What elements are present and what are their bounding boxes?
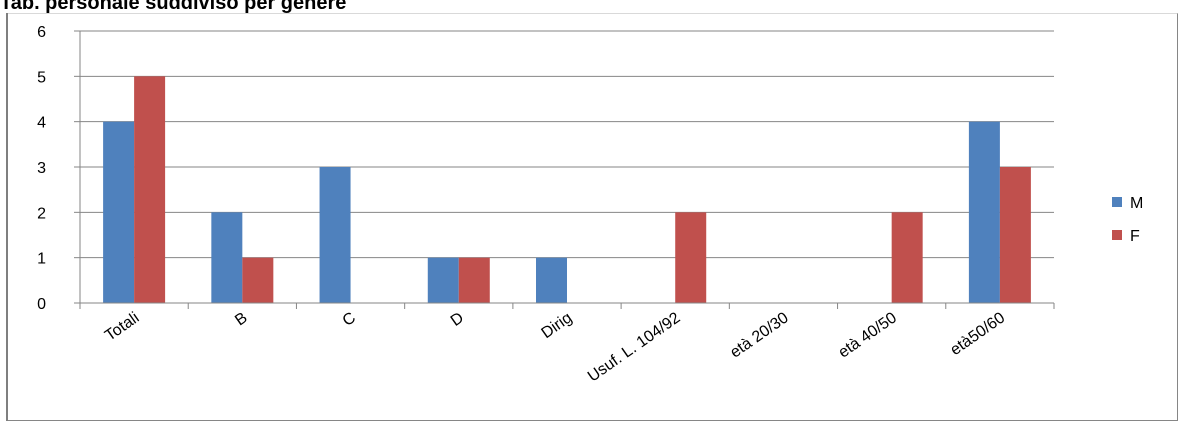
- bar-m-4: [536, 257, 567, 303]
- bar-m-2: [319, 167, 351, 303]
- y-tick-label: 2: [37, 205, 46, 222]
- y-tick-labels: 0 1 2 3 4 5 6: [37, 24, 46, 313]
- x-category-label: Dirig: [539, 309, 576, 342]
- y-tick-label: 1: [37, 251, 46, 268]
- x-category-label: Totali: [102, 309, 142, 344]
- frame-left-border: [6, 13, 8, 421]
- x-category-labels: Totali B C D Dirig Usuf. L. 104/92 età 20/30 et…: [102, 309, 1008, 385]
- bar-f-8: [999, 167, 1031, 303]
- y-tick-label: 5: [37, 69, 46, 86]
- x-category-label: D: [448, 309, 467, 330]
- legend: MF: [1112, 195, 1143, 245]
- y-tick-label: 4: [37, 115, 46, 132]
- axes: [74, 30, 1055, 309]
- bar-m-0: [103, 121, 135, 304]
- legend-swatch-f: [1112, 230, 1122, 240]
- y-tick-label: 6: [37, 24, 46, 41]
- y-tick-label: 3: [37, 160, 46, 177]
- page-title: Tab. personale suddiviso per genere: [0, 0, 347, 14]
- bar-f-7: [891, 212, 923, 303]
- legend-swatch-m: [1112, 197, 1122, 207]
- bar-f-0: [134, 76, 166, 303]
- x-category-label: C: [340, 309, 359, 330]
- y-tick-label: 0: [37, 296, 46, 313]
- legend-label-m: M: [1130, 195, 1143, 212]
- x-category-label: età 20/30: [727, 309, 791, 361]
- bar-f-1: [242, 257, 274, 303]
- legend-label-f: F: [1130, 228, 1140, 245]
- bar-f-3: [458, 257, 490, 303]
- bar-m-1: [211, 212, 243, 303]
- bars: [103, 76, 1031, 304]
- x-category-label: Usuf. L. 104/92: [585, 309, 684, 385]
- x-category-label: B: [232, 309, 250, 329]
- bar-m-8: [968, 121, 1000, 304]
- bar-m-3: [427, 257, 459, 303]
- bar-f-5: [675, 212, 707, 303]
- x-category-label: età 40/50: [836, 309, 900, 361]
- x-category-label: età50/60: [947, 309, 1008, 359]
